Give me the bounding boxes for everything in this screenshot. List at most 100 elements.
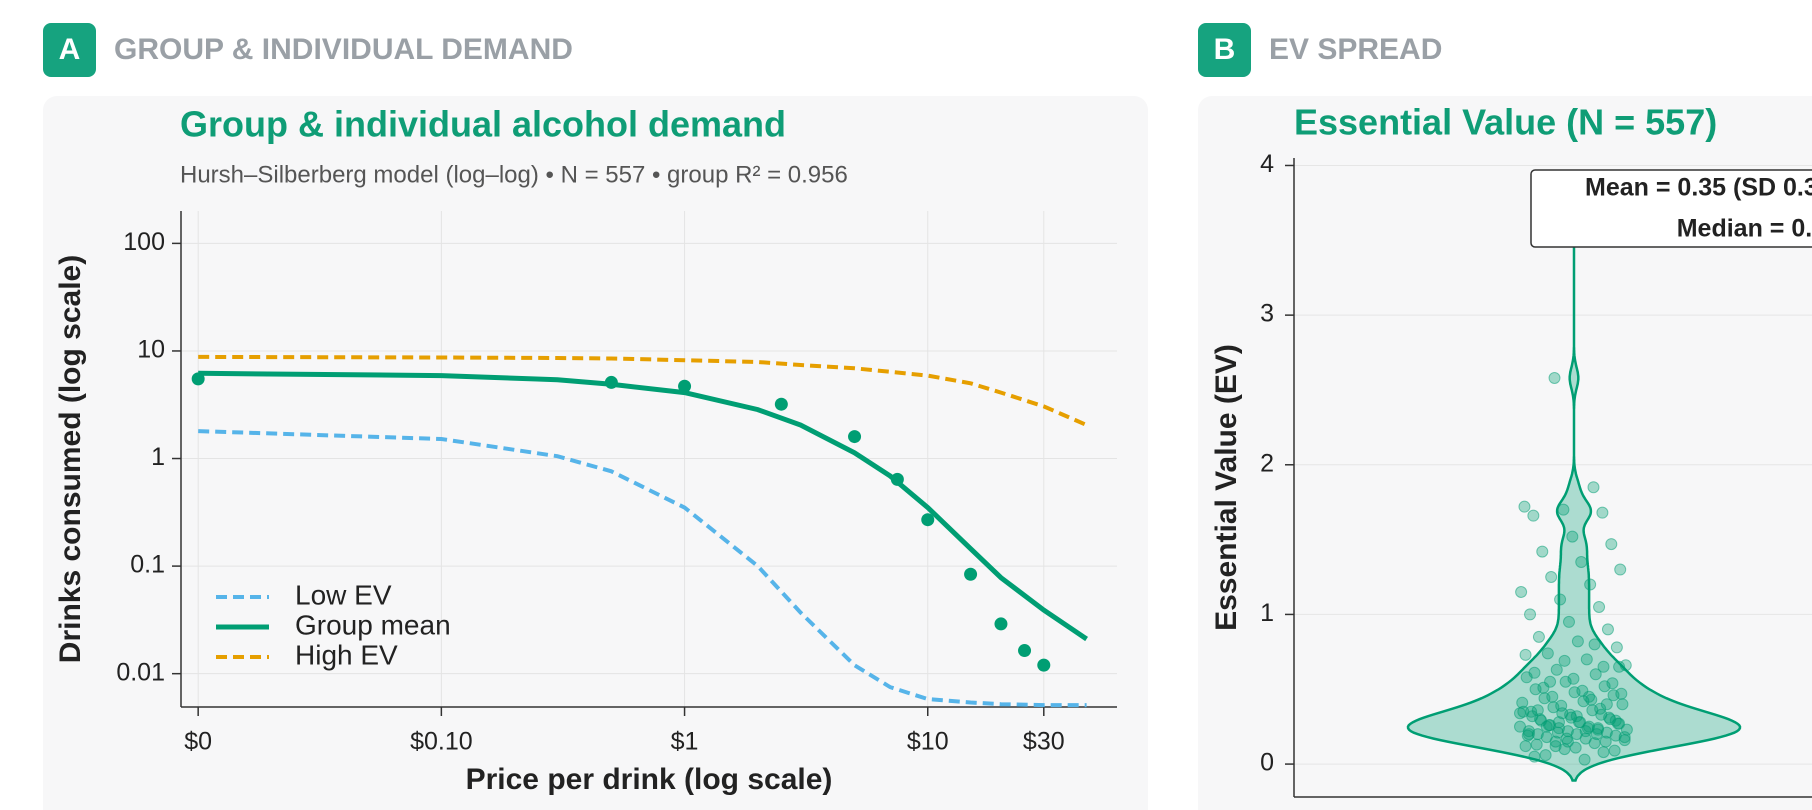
ev-point	[1616, 698, 1629, 711]
legend-label: Low EV	[295, 579, 392, 610]
ev-point	[1527, 509, 1540, 522]
annotation-box	[1530, 169, 1812, 248]
x-axis-label: Price per drink (log scale)	[466, 763, 833, 796]
ev-point	[1531, 704, 1544, 717]
series-line	[198, 370, 1088, 642]
x-tick-label: $30	[1023, 728, 1065, 756]
y-tick-label: 10	[137, 336, 165, 364]
panel-title: GROUP & INDIVIDUAL DEMAND	[114, 33, 573, 66]
series-line	[198, 354, 1088, 427]
ev-point	[1545, 571, 1558, 584]
y-axis-label: Drinks consumed (log scale)	[54, 255, 87, 663]
legend-label: High EV	[295, 639, 398, 670]
ev-point	[1589, 668, 1602, 681]
ev-point	[1561, 725, 1574, 738]
ev-point	[1530, 738, 1543, 751]
y-axis-label: Essential Value (EV)	[1210, 344, 1243, 631]
ev-point	[1541, 647, 1554, 660]
ev-point	[1514, 707, 1526, 720]
x-tick-label: $0	[184, 728, 212, 756]
ev-point	[1528, 750, 1541, 763]
observed-point	[1037, 658, 1051, 672]
ev-point	[1597, 660, 1610, 673]
panel-label: B	[1214, 33, 1236, 66]
ev-point	[1618, 731, 1631, 744]
panel-badge	[43, 23, 96, 77]
ev-point	[1557, 503, 1570, 516]
annotation-text: Median = 0.27	[1677, 215, 1812, 243]
ev-point	[1534, 713, 1547, 726]
ev-point	[1593, 600, 1606, 613]
ev-point	[1588, 638, 1601, 651]
panel-badge	[1198, 23, 1251, 77]
ev-point	[1514, 720, 1526, 733]
ev-point	[1558, 654, 1571, 667]
ev-point	[1562, 615, 1575, 628]
ev-point	[1606, 677, 1619, 690]
ev-point	[1583, 690, 1596, 703]
ev-point	[1605, 538, 1618, 551]
ev-point	[1570, 710, 1583, 723]
ev-point	[1522, 728, 1535, 741]
ev-point	[1571, 635, 1584, 648]
ev-point	[1519, 740, 1532, 753]
ev-point	[1540, 731, 1553, 744]
ev-point	[1551, 726, 1564, 739]
ev-point	[1554, 593, 1567, 606]
observed-point	[1018, 644, 1032, 658]
observed-point	[921, 513, 935, 527]
ev-point	[1532, 630, 1545, 643]
ev-point	[1599, 735, 1612, 748]
ev-point	[1594, 702, 1607, 715]
observed-point	[678, 379, 692, 393]
ev-point	[1536, 545, 1549, 558]
observed-point	[848, 430, 862, 444]
card	[43, 96, 1148, 810]
panel-label: A	[59, 33, 81, 66]
observed-point	[994, 617, 1008, 631]
y-tick-label: 0	[1260, 749, 1274, 777]
ev-point	[1567, 672, 1580, 685]
y-tick-label: 100	[123, 228, 165, 256]
y-tick-label: 1	[151, 443, 165, 471]
ev-point	[1601, 623, 1614, 636]
observed-point	[604, 375, 618, 389]
ev-point	[1591, 722, 1604, 735]
y-tick-label: 4	[1260, 150, 1274, 178]
observed-point	[774, 397, 788, 411]
ev-point	[1544, 675, 1557, 688]
ev-point	[1614, 563, 1627, 576]
ev-point	[1518, 500, 1531, 513]
ev-point	[1515, 585, 1528, 598]
observed-point	[191, 372, 205, 386]
x-tick-label: $0.10	[410, 728, 473, 756]
ev-point	[1539, 749, 1552, 762]
ev-point	[1609, 714, 1622, 727]
ev-point	[1615, 687, 1628, 700]
ev-point	[1549, 740, 1562, 753]
ev-point	[1561, 735, 1574, 748]
ev-point	[1540, 720, 1553, 733]
ev-point	[1584, 578, 1597, 591]
ev-point	[1610, 641, 1623, 654]
ev-point	[1597, 746, 1610, 759]
observed-point	[964, 567, 978, 581]
ev-point	[1578, 753, 1591, 766]
ev-point	[1519, 648, 1532, 661]
ev-point	[1550, 663, 1563, 676]
y-tick-label: 0.01	[116, 658, 165, 686]
ev-point	[1600, 698, 1613, 711]
ev-point	[1566, 530, 1579, 543]
ev-point	[1570, 728, 1583, 741]
observed-point	[890, 472, 904, 486]
chart-title: Essential Value (N = 557)	[1294, 102, 1717, 143]
ev-point	[1608, 744, 1621, 757]
card	[1198, 96, 1812, 810]
ev-point	[1579, 725, 1592, 738]
legend-label: Group mean	[295, 609, 451, 640]
ev-point	[1613, 660, 1626, 673]
y-tick-label: 2	[1260, 449, 1274, 477]
ev-point	[1587, 481, 1600, 494]
